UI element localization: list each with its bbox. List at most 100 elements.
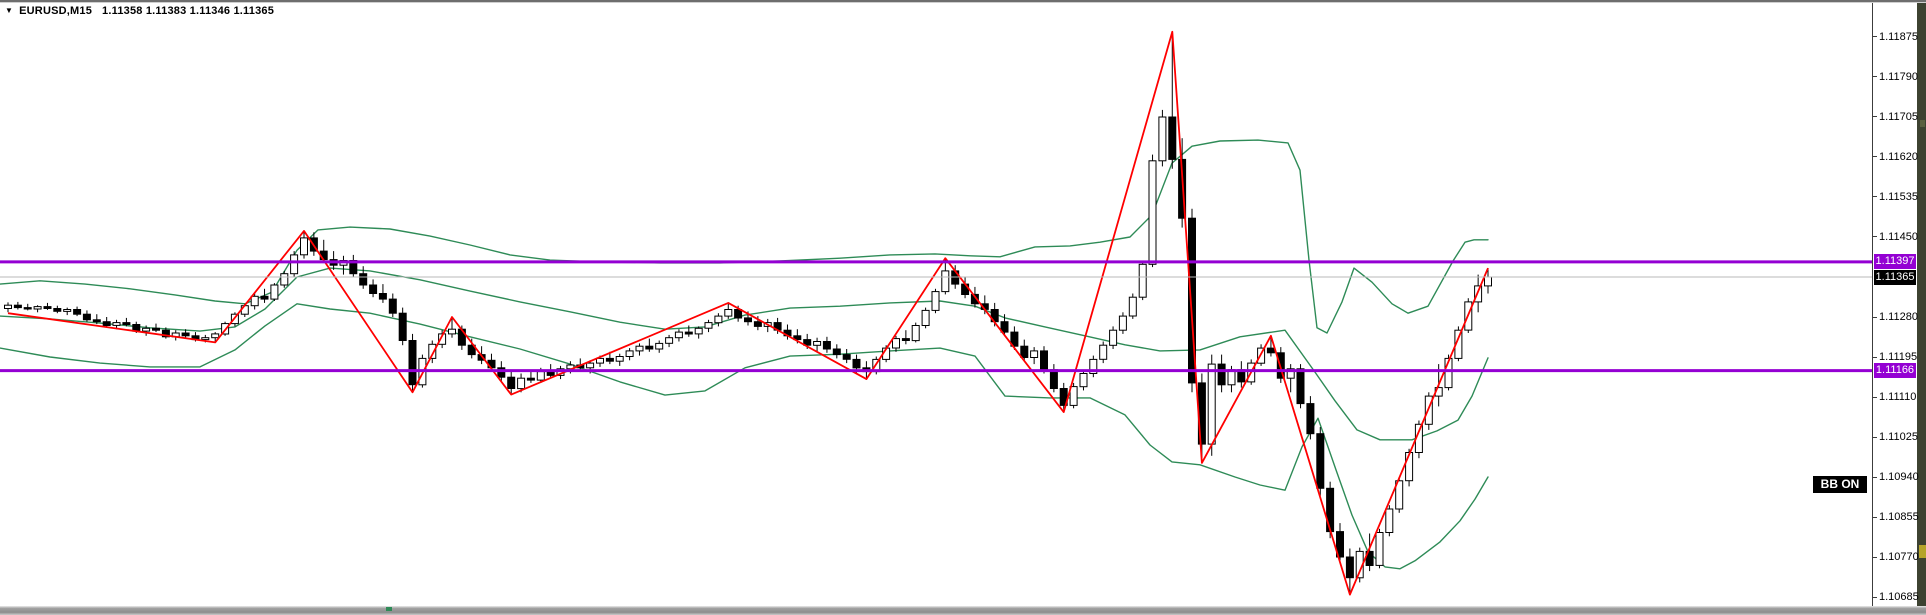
axis-price-label: 1.11280 xyxy=(1879,311,1918,323)
candle-body xyxy=(546,371,555,376)
candle-body xyxy=(161,329,170,338)
candle-body xyxy=(526,377,535,381)
candle-body xyxy=(536,371,545,381)
candle-body xyxy=(615,356,624,362)
axis-tick-mark xyxy=(1873,476,1877,478)
candle-body xyxy=(852,358,861,369)
candle-body xyxy=(43,306,52,310)
candle-body xyxy=(92,319,101,323)
candle-body xyxy=(931,291,940,311)
candle-body xyxy=(497,367,506,378)
axis-tick-mark xyxy=(1873,356,1877,358)
window-top-border xyxy=(0,0,1926,3)
candle-body xyxy=(1474,285,1483,303)
candle-body xyxy=(1444,357,1453,389)
bollinger-upper-band xyxy=(0,139,1489,334)
candle-body xyxy=(1217,363,1226,386)
candle-body xyxy=(1109,329,1118,346)
axis-price-label: 1.10940 xyxy=(1879,471,1919,483)
candle-body xyxy=(1296,368,1305,405)
axis-price-label: 1.10855 xyxy=(1879,511,1919,523)
candle-body xyxy=(408,340,417,386)
candle-body xyxy=(1286,368,1295,379)
candle-body xyxy=(270,284,279,300)
chart-plot-area[interactable]: ▼ EURUSD,M15 1.11358 1.11383 1.11346 1.113… xyxy=(0,0,1872,615)
bollinger-middle-band xyxy=(0,267,1489,441)
candle-body xyxy=(23,307,32,310)
axis-price-label: 1.11450 xyxy=(1879,230,1918,243)
candle-body xyxy=(1345,556,1354,579)
candlestick-chart-canvas[interactable] xyxy=(0,0,1872,615)
candle-body xyxy=(507,376,516,390)
window-bottom-border xyxy=(0,606,1926,615)
candle-body xyxy=(250,295,259,307)
axis-tick-mark xyxy=(1873,516,1877,518)
candle-body xyxy=(260,295,269,300)
axis-tick-mark xyxy=(1873,436,1877,438)
symbol-period-label: EURUSD,M15 xyxy=(19,5,93,17)
bollinger-bands-lines xyxy=(0,139,1489,570)
candle-body xyxy=(142,327,151,332)
candle-body xyxy=(655,342,664,350)
candle-body xyxy=(684,331,693,335)
candle-body xyxy=(674,331,683,339)
candle-body xyxy=(1375,532,1384,566)
candle-body xyxy=(33,306,42,310)
axis-price-label: 1.11535 xyxy=(1879,190,1918,203)
axis-price-label: 1.11110 xyxy=(1879,391,1917,403)
candle-body xyxy=(911,325,920,342)
candle-body xyxy=(1010,331,1019,347)
candle-body xyxy=(1178,158,1187,219)
candle-body xyxy=(605,357,614,362)
axis-tick-mark xyxy=(1873,236,1877,238)
candle-body xyxy=(201,337,210,341)
candle-body xyxy=(635,345,644,352)
candle-body xyxy=(645,345,654,350)
candle-body xyxy=(122,322,131,326)
desktop-edge-strip xyxy=(1916,0,1926,615)
candle-body xyxy=(1089,358,1098,374)
candle-body xyxy=(82,313,91,321)
price-axis[interactable]: 1.11875 1.11790 1.11705 1.11620 1.11535 1.114… xyxy=(1872,0,1919,615)
candle-body xyxy=(1079,373,1088,388)
candle-body xyxy=(378,293,387,300)
candle-body xyxy=(901,338,910,342)
candle-body xyxy=(1484,276,1492,287)
candle-body xyxy=(970,293,979,305)
zigzag-layer xyxy=(7,30,1489,596)
candle-body xyxy=(152,327,160,331)
candle-body xyxy=(941,270,950,293)
candle-body xyxy=(694,327,703,335)
candle-body xyxy=(744,317,752,323)
axis-tick-mark xyxy=(1873,596,1877,598)
candle-body xyxy=(921,309,930,326)
candle-body xyxy=(596,357,604,364)
candle-body xyxy=(53,308,62,312)
axis-price-label: 1.11875 xyxy=(1879,30,1918,43)
candle-body xyxy=(813,341,822,346)
candle-body xyxy=(724,309,733,317)
symbol-dropdown-icon[interactable]: ▼ xyxy=(5,6,14,15)
candle-body xyxy=(1020,345,1029,359)
candle-body xyxy=(1040,350,1048,371)
candle-body xyxy=(4,304,12,310)
axis-price-label: 1.11790 xyxy=(1879,70,1918,83)
candle-body xyxy=(1207,363,1216,445)
candle-body xyxy=(1000,321,1009,333)
candle-body xyxy=(892,338,900,349)
candle-body xyxy=(112,322,121,326)
candle-body xyxy=(1118,315,1127,331)
candle-body xyxy=(300,237,308,256)
candle-body xyxy=(1148,160,1157,265)
axis-tick-mark xyxy=(1873,76,1877,78)
candle-body xyxy=(1158,116,1167,162)
axis-tick-mark xyxy=(1873,156,1877,158)
candle-body xyxy=(832,348,841,356)
bb-on-badge[interactable]: BB ON xyxy=(1813,476,1867,493)
axis-price-label: 1.10685 xyxy=(1879,591,1919,603)
candle-body xyxy=(1168,116,1177,160)
candle-body xyxy=(793,335,802,341)
candle-body xyxy=(448,328,456,335)
candle-body xyxy=(438,333,447,345)
current-price-badge: 1.11365 xyxy=(1874,269,1916,285)
